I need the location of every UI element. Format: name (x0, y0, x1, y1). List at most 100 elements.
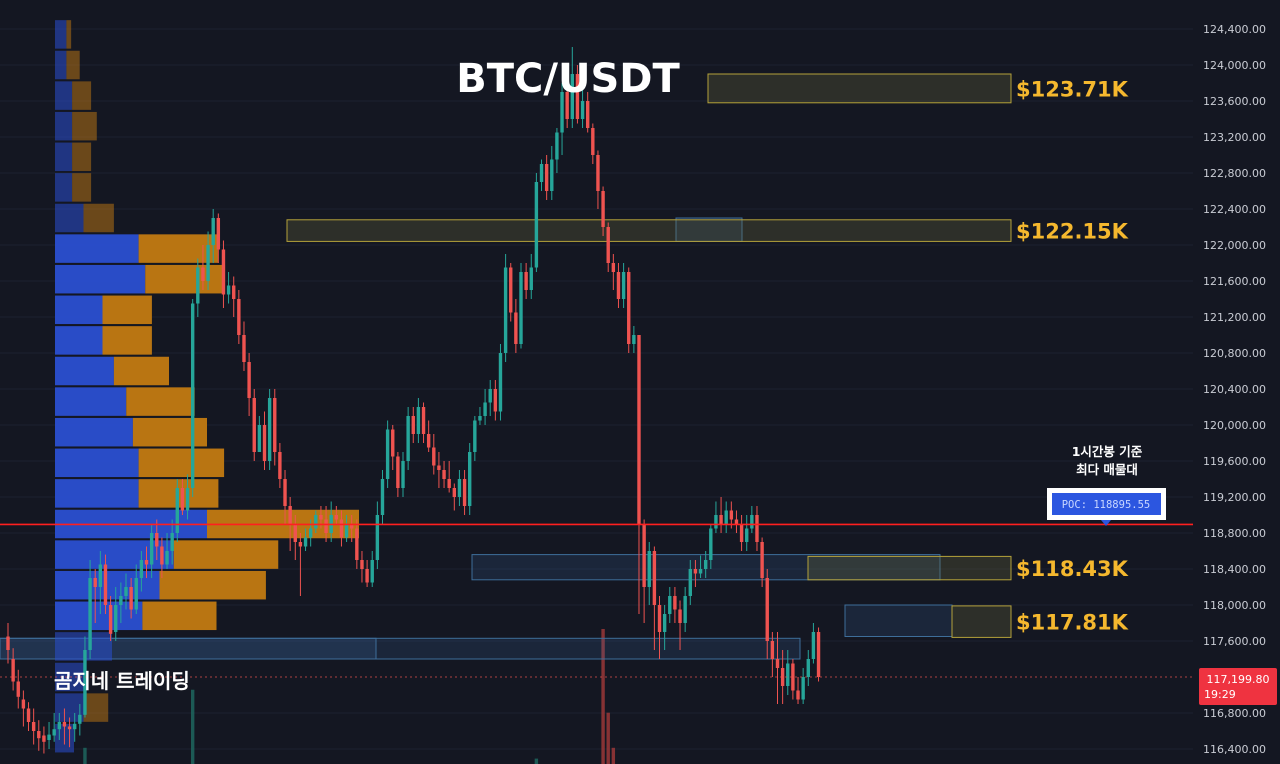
candle-body (67, 726, 72, 730)
candle-body (745, 528, 749, 542)
candle-body (462, 479, 467, 506)
profile-buy-bar (55, 356, 114, 386)
volume-bar (611, 747, 616, 764)
candle-body (755, 515, 759, 542)
candle-body (93, 578, 97, 587)
profile-sell-bar (83, 203, 114, 233)
candle-body (714, 515, 718, 529)
price-tick-label: 116,800.00 (1203, 707, 1266, 720)
candle-body (627, 272, 631, 344)
candle-body (637, 335, 641, 524)
candle-body (52, 729, 56, 736)
candle-body (380, 479, 385, 515)
volume-bar (83, 747, 87, 764)
candle-body (62, 722, 67, 727)
candle-body (591, 128, 595, 155)
profile-buy-bar (55, 20, 67, 49)
candle-body (780, 668, 785, 686)
candle-body (396, 456, 400, 488)
candle-body (57, 722, 61, 730)
candle-body (765, 578, 769, 641)
candle-body (642, 524, 646, 587)
candle-body (42, 735, 46, 742)
candle-body (570, 74, 574, 119)
candle-body (385, 429, 390, 479)
candle-body (201, 267, 205, 281)
profile-sell-bar (138, 234, 219, 263)
volume-bar (601, 629, 605, 764)
chart-title: BTC/USDT (456, 56, 680, 102)
volume-bar (190, 689, 195, 764)
candle-body (632, 335, 636, 344)
price-tick-label: 120,000.00 (1203, 419, 1266, 432)
profile-sell-bar (102, 326, 152, 355)
candle-body (298, 542, 303, 547)
candle-body (160, 546, 164, 565)
profile-buy-bar (55, 601, 143, 631)
candle-body (796, 690, 800, 700)
candle-body (216, 218, 221, 250)
candle-body (108, 605, 113, 634)
candle-body (709, 528, 713, 560)
candle-body (534, 182, 539, 268)
candle-body (673, 596, 677, 610)
demand-box (0, 637, 801, 660)
profile-sell-bar (66, 50, 80, 80)
profile-sell-bar (126, 387, 195, 416)
candle-body (580, 101, 585, 119)
candle-body (575, 74, 580, 119)
supply-zone-box (286, 219, 1012, 242)
candle-body (247, 362, 251, 398)
supply-zone-box (807, 555, 1012, 581)
zone-price-label: $118.43K (1016, 557, 1129, 581)
candle-body (350, 524, 354, 529)
volume-bar (606, 712, 610, 764)
profile-buy-bar (55, 448, 139, 478)
candle-body (78, 714, 82, 724)
price-tick-label: 116,400.00 (1203, 743, 1266, 756)
price-tick-label: 123,200.00 (1203, 131, 1266, 144)
demand-box (844, 604, 953, 637)
zone-price-label: $123.71K (1016, 77, 1129, 101)
profile-buy-bar (55, 387, 127, 416)
candle-body (303, 537, 308, 547)
candle-body (585, 101, 590, 128)
profile-sell-bar (173, 540, 279, 569)
candle-body (103, 564, 108, 605)
price-tick-label: 118,800.00 (1203, 527, 1266, 540)
profile-buy-bar (55, 81, 73, 110)
candle-body (683, 596, 687, 623)
candle-body (529, 267, 533, 290)
profile-buy-bar (55, 295, 103, 325)
candle-body (786, 663, 790, 686)
candle-body (668, 596, 672, 614)
candle-body (344, 524, 349, 538)
price-axis[interactable]: 124,400.00 124,000.00 123,600.00 123,200.00… (1193, 0, 1280, 764)
candle-body (170, 533, 174, 551)
profile-sell-bar (138, 448, 225, 478)
candle-body (314, 515, 318, 529)
candle-body (211, 218, 215, 245)
candle-body (539, 164, 544, 182)
candle-body (165, 551, 169, 565)
candle-body (175, 488, 179, 533)
candle-body (473, 420, 477, 452)
candle-body (478, 416, 482, 421)
candle-body (565, 92, 569, 119)
candle-body (770, 641, 775, 659)
candle-body (293, 524, 297, 542)
candle-body (114, 605, 118, 632)
supply-zone-box (707, 73, 1012, 104)
candle-body (334, 515, 339, 520)
candle-body (149, 533, 154, 565)
candle-body (596, 155, 600, 191)
candle-body (185, 488, 190, 511)
price-tick-label: 121,200.00 (1203, 311, 1266, 324)
profile-buy-bar (55, 540, 174, 569)
candle-body (688, 569, 692, 596)
volume-bar (534, 758, 539, 764)
candle-body (375, 515, 380, 560)
price-tick-label: 120,800.00 (1203, 347, 1266, 360)
candle-body (144, 560, 149, 565)
